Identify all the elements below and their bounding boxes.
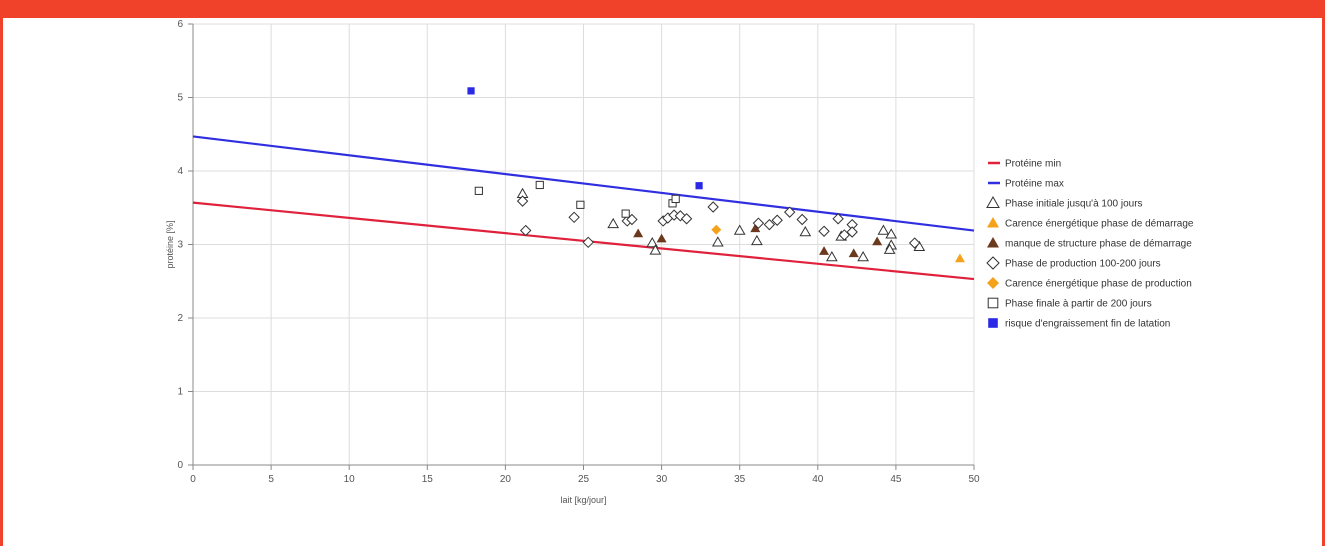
left-border <box>0 0 3 546</box>
legend-label: manque de structure phase de démarrage <box>1005 239 1192 250</box>
diamond-open-marker <box>838 229 851 241</box>
square-marker <box>467 87 475 95</box>
right-border <box>1322 0 1325 546</box>
diamond-open-marker <box>763 218 776 231</box>
triangle-marker <box>819 246 830 255</box>
triangle-open-marker <box>857 250 869 262</box>
legend-label: risque d'engraissement fin de latation <box>1005 319 1170 330</box>
x-axis-label: lait [kg/jour] <box>560 495 606 505</box>
diamond-open-marker <box>680 213 693 225</box>
series-points <box>467 87 965 263</box>
x-tick-label: 20 <box>500 474 512 485</box>
legend-label: Protéine min <box>1005 159 1061 170</box>
top-header-bar <box>0 0 1325 18</box>
triangle-open-marker <box>649 244 662 255</box>
legend-label: Carence énergétique phase de production <box>1005 279 1192 290</box>
square-open-marker <box>474 186 483 195</box>
y-tick-label: 5 <box>177 93 183 104</box>
legend-label: Carence énergétique phase de démarrage <box>1005 219 1194 230</box>
x-tick-label: 45 <box>890 474 902 485</box>
y-tick-label: 1 <box>177 387 183 398</box>
diamond-open-marker <box>519 224 532 237</box>
diamond-open-marker <box>568 211 580 224</box>
square-marker <box>695 182 703 190</box>
square-open-marker <box>621 209 630 218</box>
x-tick-label: 15 <box>422 474 434 485</box>
triangle-open-marker <box>825 250 838 262</box>
x-tick-label: 5 <box>268 474 274 485</box>
diamond-open-marker <box>846 226 858 238</box>
y-tick-label: 0 <box>177 460 183 471</box>
triangle-marker <box>987 237 999 248</box>
triangle-marker <box>954 253 965 263</box>
diamond-open-marker <box>771 214 783 226</box>
triangle-open-marker <box>883 243 896 254</box>
diamond-open-marker <box>986 256 1000 270</box>
x-tick-label: 25 <box>578 474 590 485</box>
triangle-open-marker <box>751 234 763 246</box>
triangle-open-marker <box>607 217 620 229</box>
diamond-open-marker <box>582 236 594 249</box>
legend-label: Phase initiale jusqu'à 100 jours <box>1005 199 1143 210</box>
legend: Protéine min Protéine max Phase initiale j… <box>986 159 1194 330</box>
square-open-marker <box>987 297 999 309</box>
triangle-open-marker <box>733 224 746 235</box>
legend-label: Protéine max <box>1005 179 1064 190</box>
triangle-open-marker <box>711 236 724 247</box>
square-open-marker <box>671 194 680 204</box>
triangle-open-marker <box>799 225 812 237</box>
diamond-open-marker <box>818 225 830 237</box>
series-line <box>192 135 975 232</box>
triangle-marker <box>848 248 859 258</box>
series-lines <box>192 135 975 281</box>
triangle-marker <box>633 228 644 238</box>
diamond-open-marker <box>516 195 529 207</box>
triangle-marker <box>987 217 999 228</box>
triangle-marker <box>750 223 761 233</box>
x-tick-label: 40 <box>812 474 824 485</box>
diamond-open-marker <box>796 213 808 226</box>
grid-lines <box>192 23 975 466</box>
triangle-marker <box>656 233 667 243</box>
square-open-marker <box>576 200 585 209</box>
triangle-open-marker <box>986 195 1000 208</box>
diamond-open-marker <box>832 213 844 225</box>
square-marker <box>988 318 998 328</box>
diamond-open-marker <box>908 237 921 249</box>
triangle-open-marker <box>646 237 659 248</box>
x-tick-label: 50 <box>968 474 980 485</box>
x-tick-label: 35 <box>734 474 746 485</box>
triangle-open-marker <box>877 224 890 235</box>
y-tick-label: 3 <box>177 240 183 251</box>
diamond-marker <box>987 277 999 289</box>
y-tick-label: 4 <box>177 166 183 177</box>
legend-label: Phase finale à partir de 200 jours <box>1005 299 1152 310</box>
x-tick-label: 0 <box>190 474 196 485</box>
diamond-open-marker <box>752 217 765 229</box>
triangle-marker <box>872 236 883 246</box>
square-open-marker <box>535 180 544 190</box>
diamond-marker <box>711 224 722 235</box>
diamond-open-marker <box>783 206 796 218</box>
y-tick-label: 6 <box>177 19 183 30</box>
x-tick-label: 30 <box>656 474 668 485</box>
x-tick-label: 10 <box>344 474 356 485</box>
diamond-open-marker <box>707 201 719 213</box>
legend-label: Phase de production 100-200 jours <box>1005 259 1161 270</box>
y-axis-label: protéine [%] <box>165 220 175 268</box>
series-line <box>192 201 975 281</box>
y-tick-label: 2 <box>177 313 183 324</box>
triangle-open-marker <box>885 228 898 239</box>
